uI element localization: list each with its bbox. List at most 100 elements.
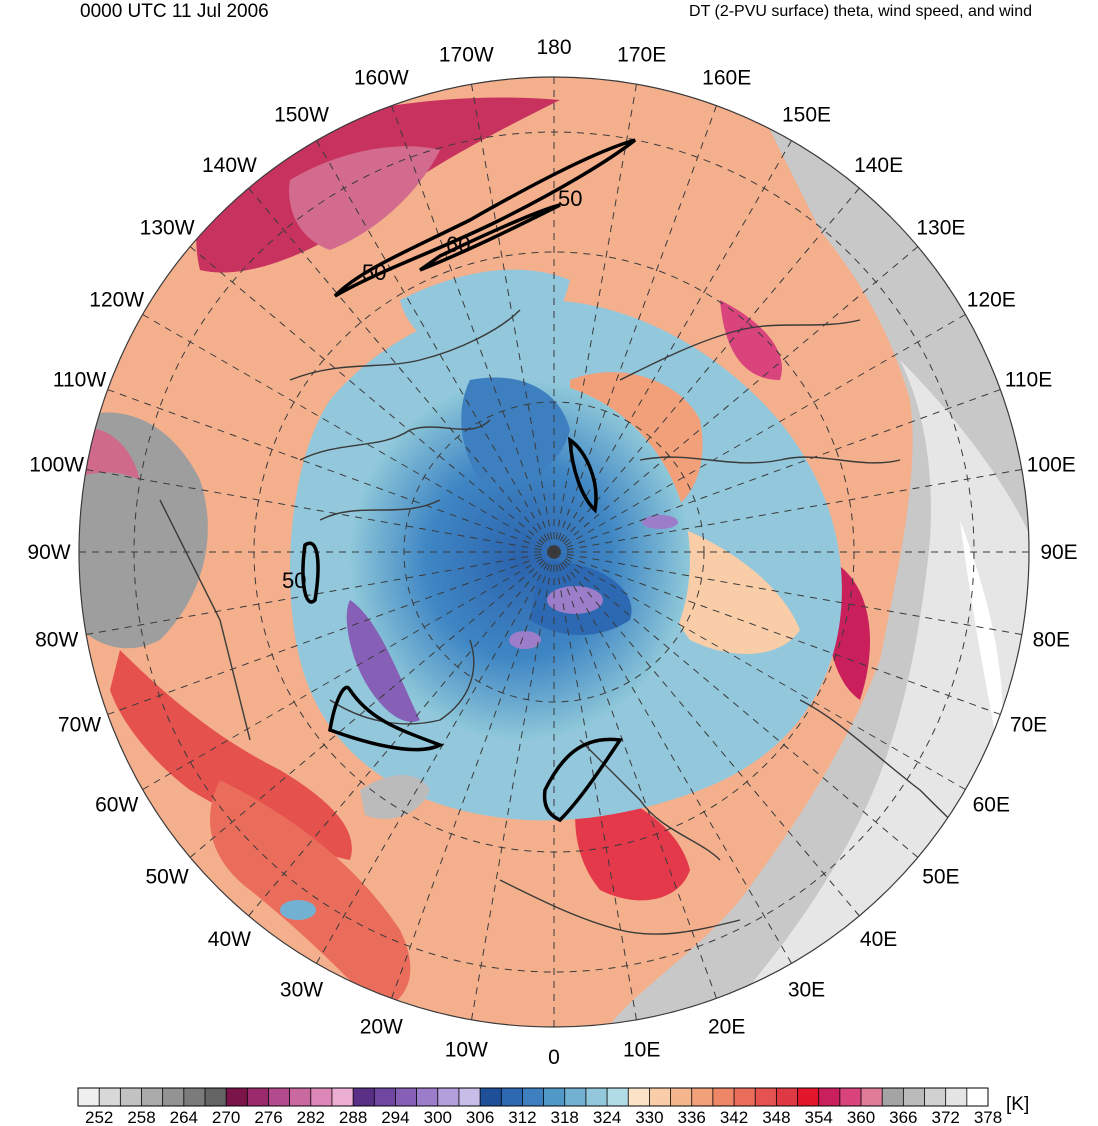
colorbar-swatch: [120, 1088, 142, 1106]
colorbar-tick-label: 288: [339, 1108, 367, 1126]
colorbar-swatch: [204, 1088, 227, 1106]
colorbar-swatch: [670, 1088, 693, 1106]
meridian-line: [86, 469, 555, 553]
meridian-label: 50E: [922, 866, 959, 889]
meridian-label: 60W: [95, 794, 138, 817]
colorbar-swatch: [628, 1088, 650, 1106]
colorbar-swatch: [310, 1088, 333, 1106]
colorbar-tick-label: 258: [127, 1108, 155, 1126]
meridian-label: 60E: [973, 794, 1010, 817]
colorbar-tick-label: 324: [593, 1108, 621, 1126]
meridian-label: 110E: [1005, 368, 1053, 391]
colorbar-swatch: [141, 1088, 163, 1106]
colorbar-tick-label: 282: [297, 1108, 325, 1126]
meridian-line: [142, 551, 555, 790]
colorbar-tick-label: 366: [889, 1108, 917, 1126]
meridian-line: [553, 187, 860, 553]
colorbar-swatch: [99, 1088, 121, 1106]
meridian-label: 130W: [140, 216, 195, 239]
colorbar-swatch: [691, 1088, 714, 1106]
meridian-label: 130E: [916, 216, 965, 239]
meridian-line: [553, 551, 966, 790]
colorbar-tick-label: 300: [424, 1108, 452, 1126]
meridian-label: 110W: [53, 368, 106, 391]
colorbar-tick-label: 270: [212, 1108, 240, 1126]
colorbar-swatch: [797, 1088, 819, 1106]
meridian-line: [107, 551, 555, 715]
colorbar-swatch: [755, 1088, 777, 1106]
colorbar-swatch: [839, 1088, 862, 1106]
meridian-label: 80W: [35, 629, 78, 652]
meridian-label: 150W: [274, 104, 329, 127]
colorbar-swatch: [226, 1088, 248, 1106]
graticule: [79, 77, 1029, 1027]
meridian-line: [248, 551, 555, 917]
colorbar-tick-label: 354: [805, 1108, 833, 1126]
meridian-line: [553, 551, 919, 858]
colorbar-tick-label: 360: [847, 1108, 875, 1126]
colorbar-tick-label: 378: [974, 1108, 1002, 1126]
meridian-line: [189, 246, 555, 553]
colorbar-swatch: [903, 1088, 925, 1106]
colorbar-swatch: [712, 1088, 735, 1106]
colorbar-swatch: [607, 1088, 629, 1106]
colorbar-swatch: [437, 1088, 460, 1106]
meridian-label: 40E: [860, 928, 897, 951]
colorbar-swatch: [543, 1088, 566, 1106]
meridian-label: 70E: [1010, 714, 1047, 737]
colorbar-swatch: [395, 1088, 417, 1106]
meridian-label: 120W: [89, 289, 144, 312]
jet-contour-labels: 50 60 50 50: [282, 186, 582, 593]
meridian-line: [391, 551, 555, 999]
meridian-line: [553, 551, 637, 1020]
meridian-label: 170W: [439, 44, 494, 67]
colorbar-tick-label: 348: [762, 1108, 790, 1126]
meridian-label: 80E: [1033, 629, 1070, 652]
meridian-line: [107, 389, 555, 553]
meridian-labels: 180 170E 160E 150E 140E 130E 120E 110E 100E 90E 80…: [27, 36, 1077, 1069]
meridian-line: [316, 140, 555, 553]
colorbar-swatch: [162, 1088, 185, 1106]
jet-contour-hudson-50: [301, 541, 320, 604]
jet-contour-labrador-50: [328, 685, 445, 752]
meridian-line: [142, 314, 555, 553]
meridian-label: 170E: [617, 44, 666, 67]
colorbar-tick-label: 372: [932, 1108, 960, 1126]
colorbar-swatch: [458, 1088, 481, 1106]
colorbar: 252 258 264 270 276 282 288 294 300 306 312 318 324 3…: [77, 1087, 1002, 1126]
meridian-label: 30W: [280, 978, 323, 1001]
meridian-line: [471, 84, 555, 553]
meridian-line: [471, 551, 555, 1020]
colorbar-tick-label: 330: [635, 1108, 663, 1126]
meridian-line: [553, 389, 1001, 553]
colorbar-swatch: [289, 1088, 312, 1106]
meridian-label: 10E: [623, 1038, 660, 1061]
contour-label: 50: [558, 186, 582, 211]
meridian-label: 40W: [208, 928, 251, 951]
meridian-line: [86, 551, 555, 635]
colorbar-swatch: [268, 1088, 290, 1106]
colorbar-frame: [77, 1087, 989, 1107]
colorbar-swatch: [861, 1088, 883, 1106]
meridian-label: 90E: [1040, 541, 1077, 564]
meridian-line: [391, 105, 555, 553]
meridian-label: 120E: [967, 289, 1016, 312]
meridian-line: [189, 551, 555, 858]
colorbar-swatch: [945, 1088, 968, 1106]
colorbar-swatch: [734, 1088, 756, 1106]
colorbar-unit: [K]: [1006, 1094, 1030, 1115]
meridian-line: [248, 187, 555, 553]
colorbar-swatch: [564, 1088, 587, 1106]
meridian-label: 10W: [445, 1038, 488, 1061]
contour-label: 50: [362, 260, 386, 285]
colorbar-swatch: [882, 1088, 904, 1106]
colorbar-swatch: [183, 1088, 206, 1106]
jet-contour-pacific-50: [333, 138, 637, 298]
meridian-label: 140E: [854, 154, 903, 177]
colorbar-swatch: [501, 1088, 523, 1106]
colorbar-tick-label: 264: [170, 1108, 198, 1126]
meridian-label: 100W: [29, 453, 84, 476]
meridian-label: 150E: [782, 104, 831, 127]
contour-label: 60: [446, 232, 470, 257]
